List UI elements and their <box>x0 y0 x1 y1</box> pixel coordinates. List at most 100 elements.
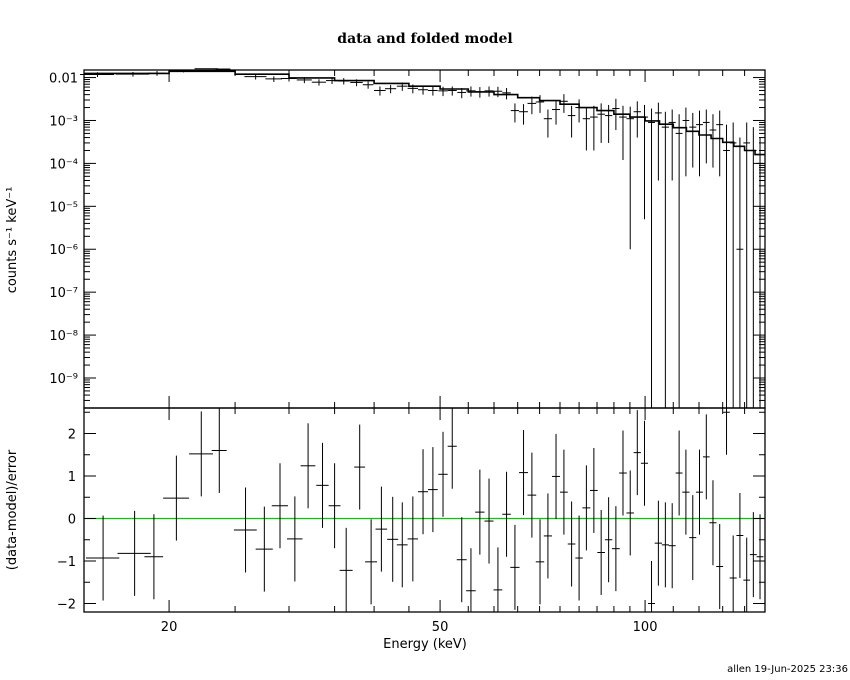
y-tick-label: 10⁻⁸ <box>49 329 78 344</box>
data-point <box>559 94 568 113</box>
residual-point <box>527 452 537 538</box>
residual-point <box>696 449 703 535</box>
data-point <box>384 85 397 94</box>
data-point <box>527 96 537 115</box>
data-point <box>668 109 676 181</box>
residual-point <box>233 487 257 573</box>
residual-point <box>604 497 613 583</box>
residual-point <box>749 512 757 598</box>
residual-point <box>756 514 764 600</box>
x-tick-label: 50 <box>432 620 449 635</box>
data-point <box>296 77 312 84</box>
data-point <box>682 107 690 177</box>
data-point <box>244 74 267 80</box>
data-point <box>648 108 655 408</box>
data-point <box>428 86 438 96</box>
residual-point <box>633 410 641 496</box>
y-tick-label: 10⁻³ <box>49 114 78 129</box>
data-point <box>743 122 751 408</box>
y-tick-label: 10⁻⁵ <box>49 200 78 215</box>
residual-point <box>654 500 663 586</box>
residual-point <box>723 408 730 455</box>
data-point <box>194 68 219 72</box>
residual-point <box>484 478 494 564</box>
residual-point <box>255 506 273 592</box>
data-point <box>475 87 485 98</box>
data-point <box>543 109 553 138</box>
y-tick-label: 1 <box>68 470 76 485</box>
data-point <box>170 69 196 73</box>
data-point <box>626 106 634 250</box>
residual-point <box>466 548 476 612</box>
model-step-line <box>84 70 765 156</box>
residual-points <box>85 408 764 612</box>
residual-point <box>611 506 620 592</box>
residual-point <box>668 503 676 589</box>
data-point <box>311 79 327 86</box>
data-point <box>447 86 457 96</box>
data-point <box>552 101 560 125</box>
data-point <box>493 86 503 98</box>
x-tick-label: 20 <box>161 620 178 635</box>
residual-point <box>619 430 627 516</box>
residual-point <box>689 495 697 581</box>
data-point <box>689 112 697 168</box>
residual-point <box>640 420 649 506</box>
residual-point <box>328 463 341 549</box>
data-point <box>484 86 494 97</box>
residuals-panel: 2 1 0 −1 −2 20 50 100 (data-model)/error Energ… <box>5 407 766 652</box>
data-point <box>407 84 418 94</box>
data-point <box>567 105 576 138</box>
data-point <box>702 109 710 164</box>
spectrum-panel: 0.01 10⁻³ 10⁻⁴ 10⁻⁵ 10⁻⁶ 10⁻⁷ 10⁻⁸ 10⁻⁹ counts … <box>5 68 766 409</box>
spectrum-y-ticks: 0.01 10⁻³ 10⁻⁴ 10⁻⁵ 10⁻⁶ 10⁻⁷ 10⁻⁸ 10⁻⁹ <box>49 72 765 409</box>
y-tick-label: −2 <box>57 598 76 613</box>
residuals-y-axis-label: (data-model)/error <box>5 449 20 570</box>
residual-point <box>493 547 503 612</box>
data-point <box>582 107 590 151</box>
residual-point <box>575 515 583 601</box>
y-tick-label: 0 <box>68 513 76 528</box>
data-point <box>729 122 737 408</box>
x-tick-label: 100 <box>633 620 658 635</box>
data-point <box>604 104 613 143</box>
residual-point <box>417 449 429 535</box>
residual-point <box>589 447 598 533</box>
residual-point <box>189 411 213 497</box>
residual-point <box>163 455 190 541</box>
residual-point <box>387 496 399 582</box>
model-curve <box>84 70 765 156</box>
data-point <box>736 137 744 408</box>
data-point <box>619 105 627 161</box>
residual-point <box>428 447 438 533</box>
residual-point <box>447 408 457 489</box>
x-axis-label: Energy (keV) <box>383 637 467 652</box>
residual-point <box>117 510 151 596</box>
data-point <box>115 71 150 77</box>
data-point <box>466 86 476 97</box>
y-tick-label: 10⁻⁶ <box>49 243 78 258</box>
residual-point <box>709 480 717 566</box>
data-point <box>417 85 429 95</box>
data-point <box>281 75 297 82</box>
residual-point <box>597 510 605 595</box>
residual-point <box>543 493 553 579</box>
data-points <box>80 68 764 408</box>
data-point <box>510 103 520 123</box>
residual-point <box>626 470 634 556</box>
residuals-frame <box>83 407 766 613</box>
y-tick-label: 10⁻⁴ <box>49 157 78 172</box>
footer-stamp: allen 19-Jun-2025 23:36 <box>727 664 848 675</box>
data-point <box>374 86 386 96</box>
data-point <box>396 82 408 91</box>
residual-point <box>339 527 353 612</box>
residual-point <box>375 486 388 572</box>
data-point <box>337 78 350 85</box>
residual-point <box>743 537 751 612</box>
residual-point <box>535 519 545 605</box>
residual-point <box>661 502 669 588</box>
data-point <box>633 101 641 138</box>
residual-point <box>559 449 568 535</box>
residual-point <box>502 471 511 557</box>
